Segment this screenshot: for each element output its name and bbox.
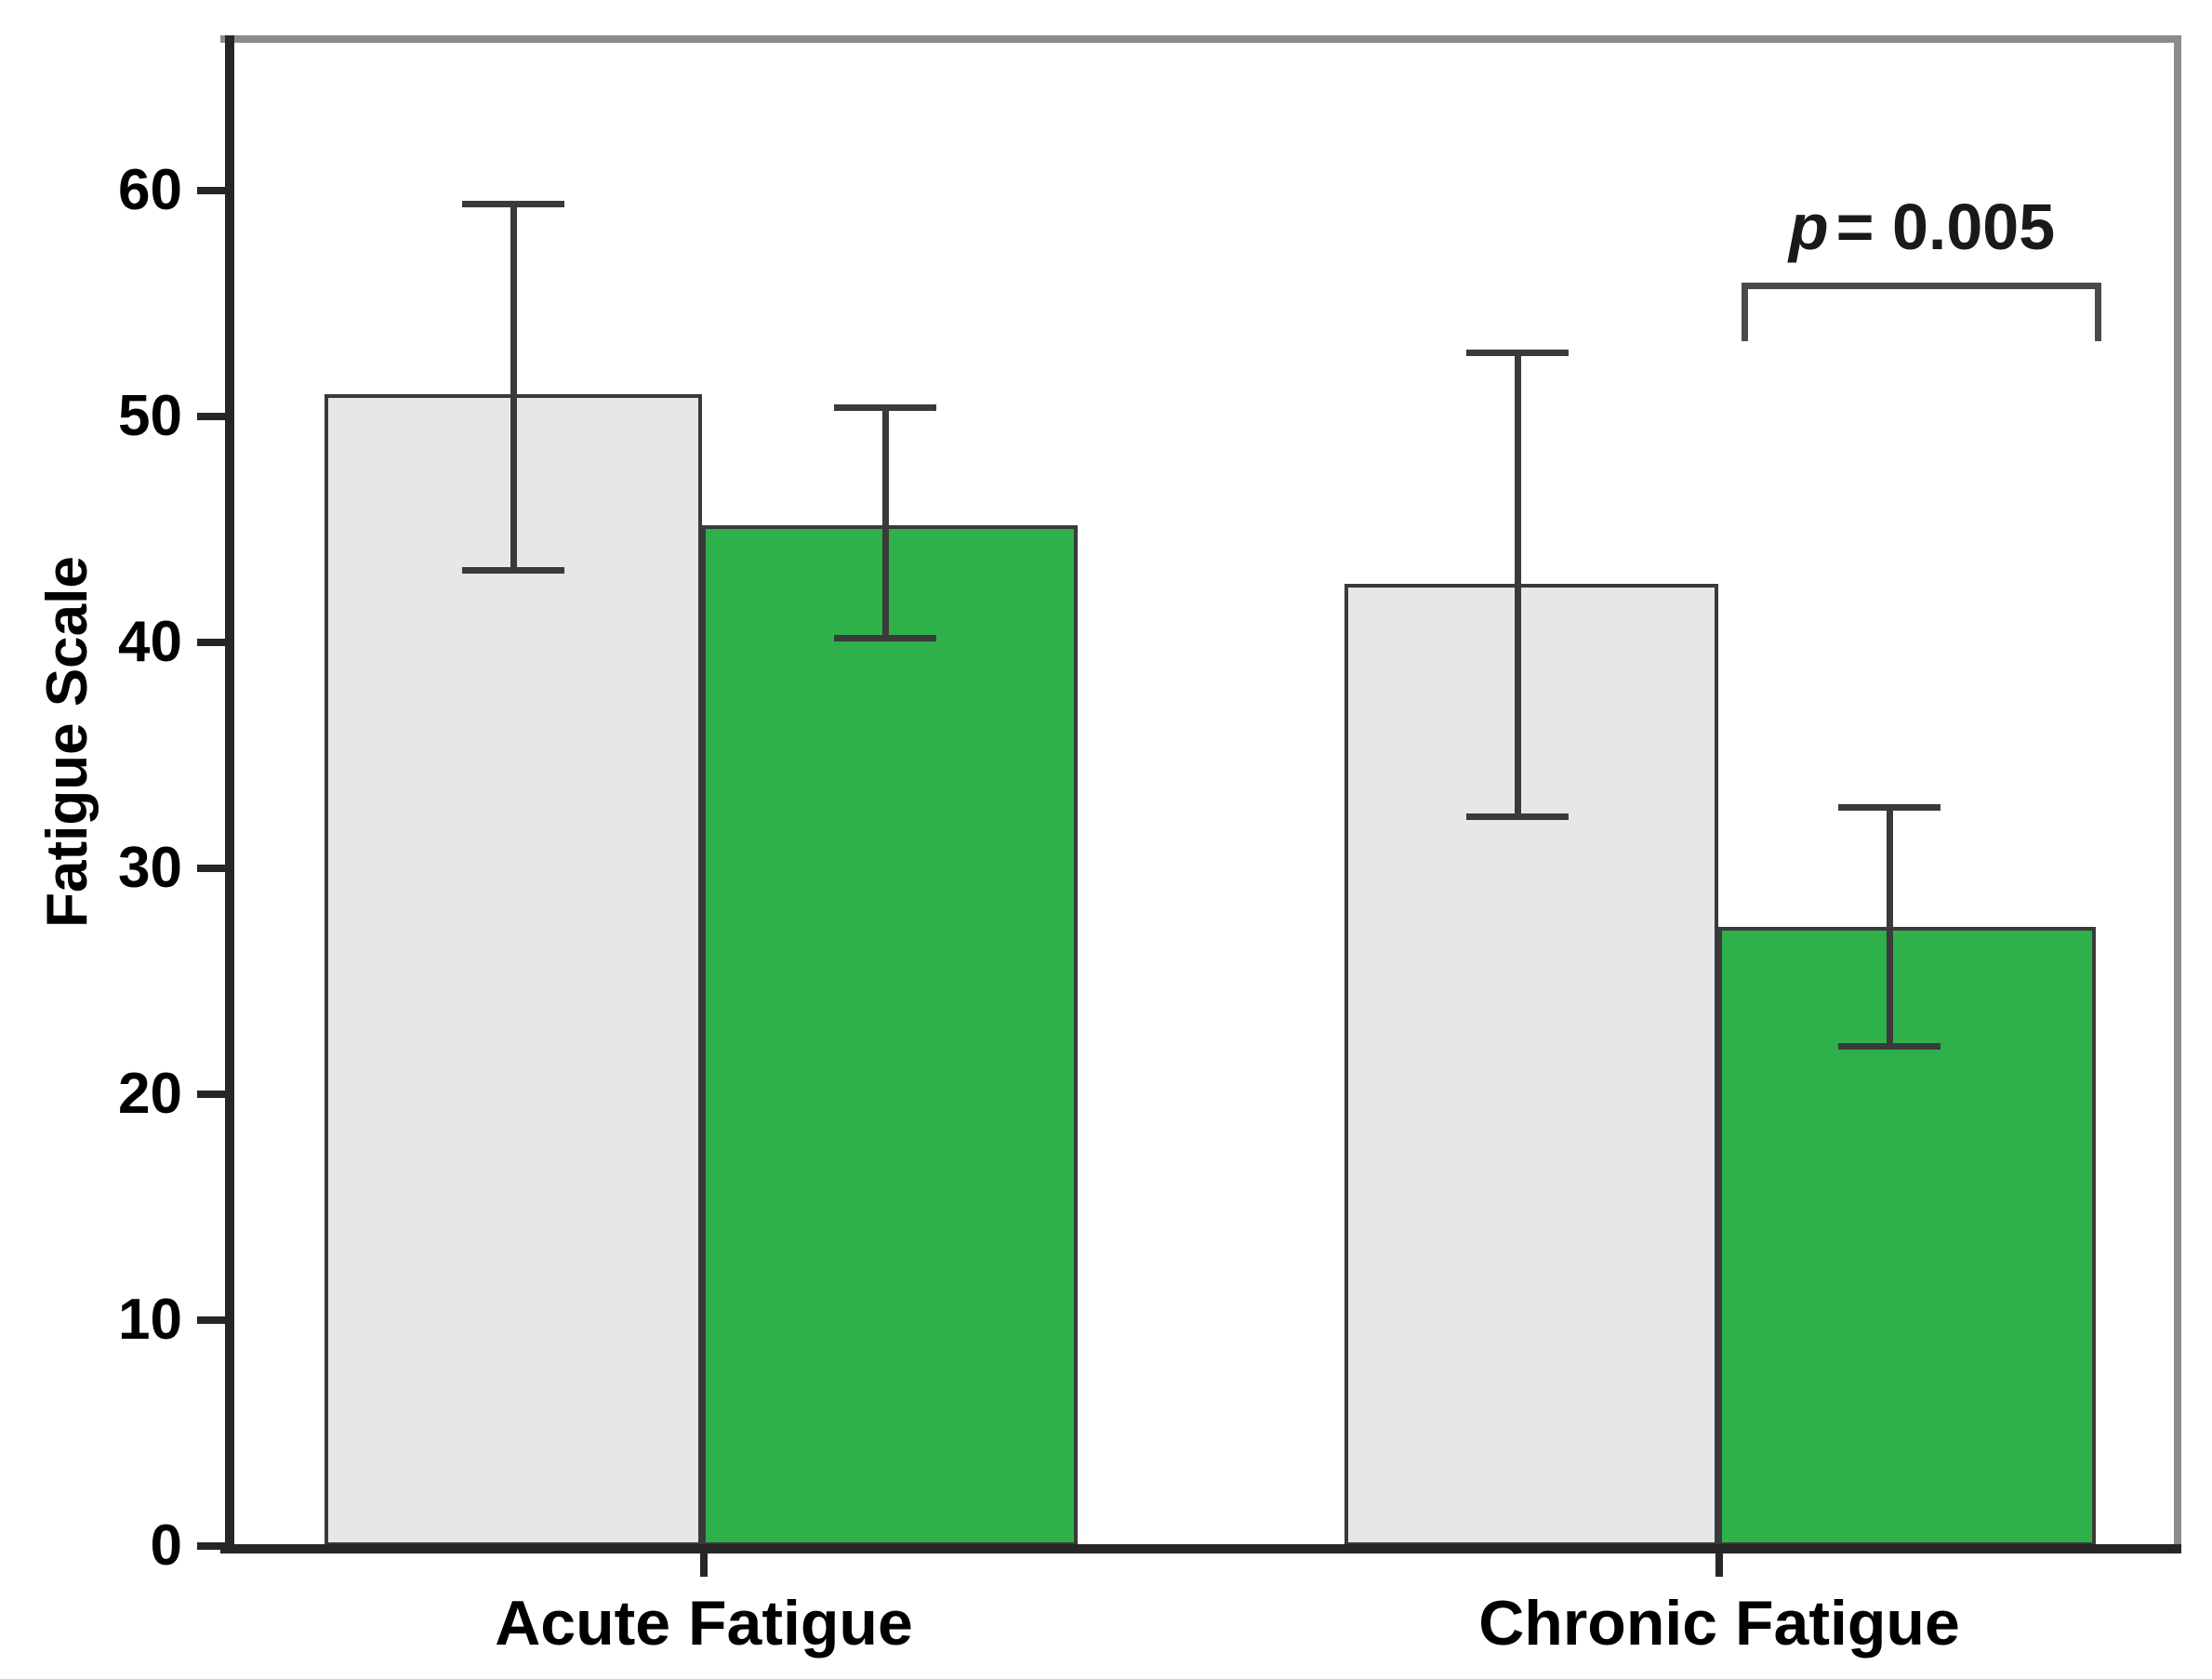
y-tick-label-40: 40 <box>118 609 182 674</box>
plot-area: p = 0.005 <box>230 39 2174 1546</box>
y-tick-label-0: 0 <box>150 1514 182 1578</box>
y-tick-20 <box>197 1090 225 1098</box>
bar-chronic-gray <box>1344 583 1718 1546</box>
y-tick-label-30: 30 <box>118 835 182 900</box>
x-category-label-chronic: Chronic Fatigue <box>1478 1588 1960 1659</box>
y-tick-30 <box>197 864 225 872</box>
error-bar-chronic-gray-line <box>1514 352 1521 816</box>
error-bar-chronic-green-cap-top <box>1838 803 1940 811</box>
y-tick-50 <box>197 412 225 420</box>
y-tick-60 <box>197 186 225 194</box>
y-tick-10 <box>197 1315 225 1324</box>
bar-acute-gray <box>325 393 702 1546</box>
error-bar-chronic-green-cap-bottom <box>1838 1043 1940 1051</box>
y-axis-title: Fatigue Scale <box>35 556 99 928</box>
y-tick-40 <box>197 638 225 646</box>
x-category-label-acute: Acute Fatigue <box>495 1588 913 1659</box>
error-bar-chronic-gray-cap-bottom <box>1466 813 1569 820</box>
bar-acute-green <box>702 524 1078 1546</box>
x-axis-line <box>220 1544 2181 1553</box>
error-bar-acute-gray-cap-bottom <box>462 566 564 574</box>
error-bar-chronic-gray-cap-top <box>1466 350 1569 357</box>
plot-frame-top <box>220 35 2181 43</box>
bar-chronic-green <box>1718 927 2096 1546</box>
error-bar-acute-gray-line <box>510 204 517 571</box>
x-tick-chronic <box>1715 1549 1723 1577</box>
p-value-text: = 0.005 <box>1835 191 2056 263</box>
y-tick-label-50: 50 <box>118 383 182 448</box>
error-bar-acute-green-cap-bottom <box>834 634 936 641</box>
error-bar-chronic-green-line <box>1886 807 1893 1047</box>
error-bar-acute-green-cap-top <box>834 403 936 411</box>
y-tick-label-60: 60 <box>118 157 182 222</box>
error-bar-acute-gray-cap-top <box>462 200 564 207</box>
plot-frame-right <box>2174 35 2181 1553</box>
x-tick-acute <box>700 1549 708 1577</box>
significance-bracket <box>1742 283 2101 341</box>
y-tick-0 <box>197 1542 225 1550</box>
y-axis-line <box>225 35 234 1553</box>
y-tick-label-10: 10 <box>118 1287 182 1352</box>
y-tick-label-20: 20 <box>118 1061 182 1126</box>
p-value-label: p = 0.005 <box>1457 190 2212 264</box>
error-bar-acute-green-line <box>881 407 889 638</box>
p-value-variable: p <box>1788 191 1829 263</box>
